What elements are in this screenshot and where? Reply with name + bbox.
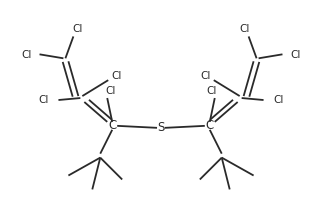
Text: Cl: Cl bbox=[240, 23, 250, 34]
Text: Cl: Cl bbox=[207, 86, 217, 96]
Text: Cl: Cl bbox=[105, 86, 115, 96]
Text: Cl: Cl bbox=[201, 71, 211, 81]
Text: C: C bbox=[206, 119, 214, 132]
Text: S: S bbox=[157, 121, 165, 134]
Text: Cl: Cl bbox=[38, 95, 49, 105]
Text: Cl: Cl bbox=[21, 50, 32, 60]
Text: Cl: Cl bbox=[72, 23, 82, 34]
Text: Cl: Cl bbox=[273, 95, 284, 105]
Text: Cl: Cl bbox=[290, 50, 301, 60]
Text: C: C bbox=[108, 119, 116, 132]
Text: Cl: Cl bbox=[111, 71, 121, 81]
